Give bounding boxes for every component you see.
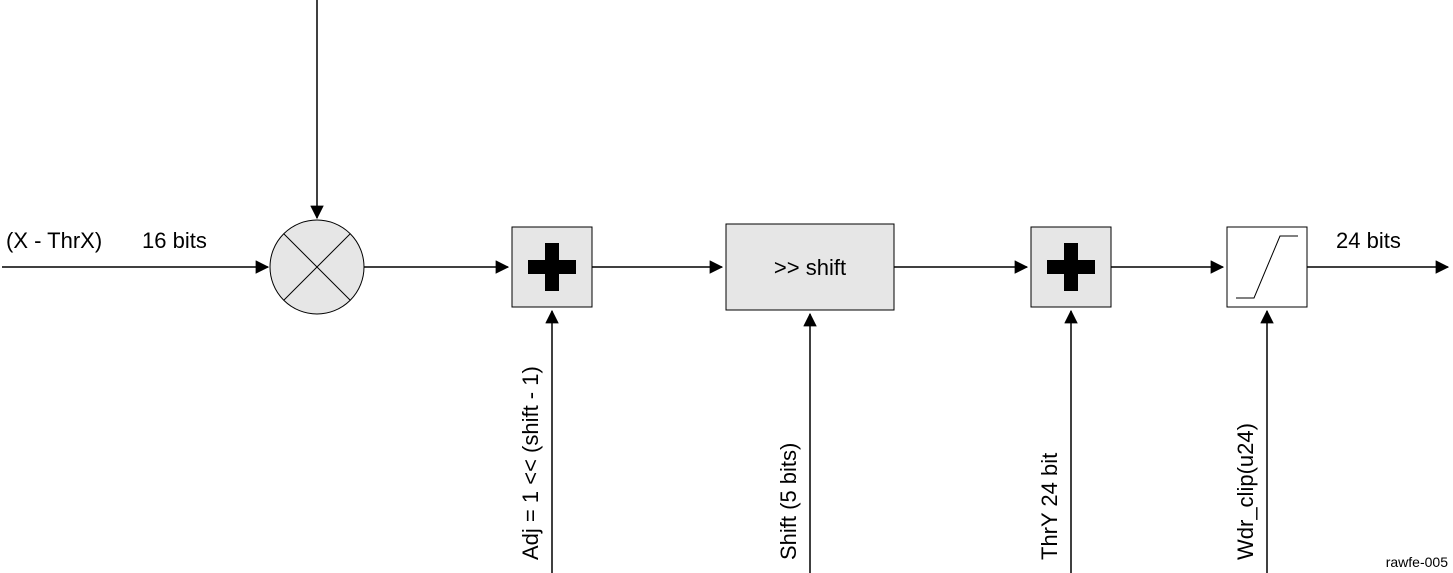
shift-node: >> shift <box>726 224 894 310</box>
input-label: (X - ThrX) <box>6 228 102 253</box>
multiplier-node <box>270 220 364 314</box>
clip-node <box>1227 227 1307 307</box>
output-bits-label: 24 bits <box>1336 228 1401 253</box>
clip-input-label: Wdr_clip(u24) <box>1233 423 1258 560</box>
shift-input-label: Shift (5 bits) <box>776 443 801 560</box>
adder-1-node <box>512 227 592 307</box>
shift-block-label: >> shift <box>774 255 846 280</box>
footer-label: rawfe-005 <box>1386 554 1448 570</box>
adj-label: Adj = 1 << (shift - 1) <box>518 366 543 560</box>
thry-label: ThrY 24 bit <box>1037 453 1062 560</box>
input-bits-label: 16 bits <box>142 228 207 253</box>
adder-2-node <box>1031 227 1111 307</box>
